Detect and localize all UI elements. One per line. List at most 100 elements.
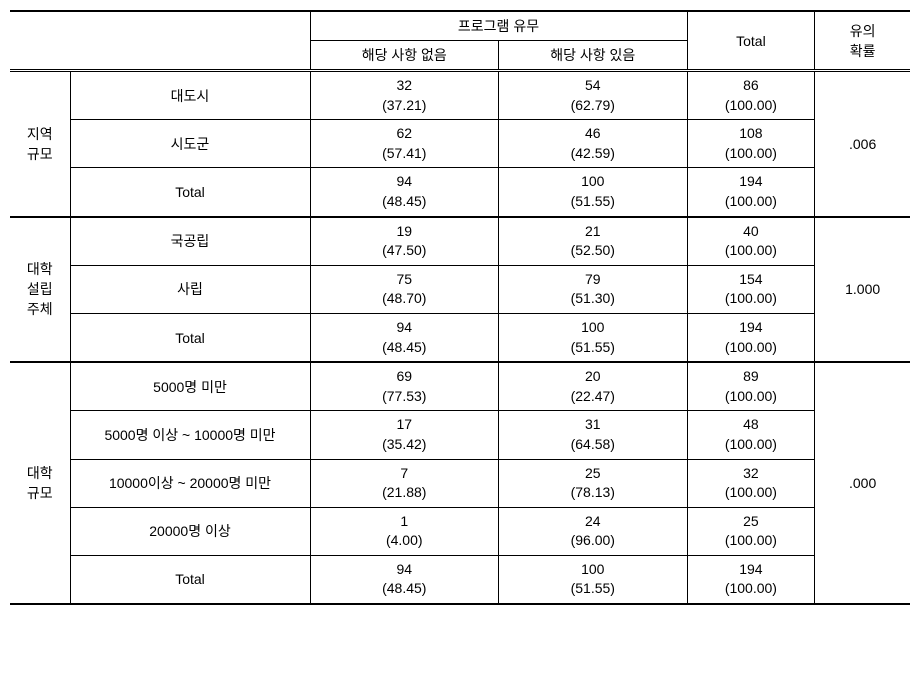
- cell-n: 94: [396, 173, 412, 189]
- cell-p: (100.00): [725, 532, 777, 548]
- cell: 100 (51.55): [499, 313, 688, 362]
- cell-p: (64.58): [571, 436, 615, 452]
- row-label: 대도시: [70, 71, 310, 120]
- cell: 46 (42.59): [499, 120, 688, 168]
- cell-p: (100.00): [725, 580, 777, 596]
- sig-value: 1.000: [815, 217, 910, 363]
- cell-n: 154: [739, 271, 762, 287]
- header-col-no: 해당 사항 없음: [310, 41, 499, 71]
- cell: 24 (96.00): [499, 507, 688, 555]
- cell: 154 (100.00): [687, 265, 815, 313]
- cell: 54 (62.79): [499, 71, 688, 120]
- cell-p: (42.59): [571, 145, 615, 161]
- cell: 100 (51.55): [499, 555, 688, 604]
- cell: 108 (100.00): [687, 120, 815, 168]
- cell-n: 25: [585, 465, 601, 481]
- cell: 20 (22.47): [499, 362, 688, 411]
- cell-n: 32: [743, 465, 759, 481]
- cell-n: 31: [585, 416, 601, 432]
- row-label: 5000명 이상 ~ 10000명 미만: [70, 411, 310, 459]
- cell-n: 20: [585, 368, 601, 384]
- cell: 75 (48.70): [310, 265, 499, 313]
- cell-p: (48.45): [382, 193, 426, 209]
- cell: 89(100.00): [687, 362, 815, 411]
- cell-n: 100: [581, 173, 604, 189]
- row-label: 10000이상 ~ 20000명 미만: [70, 459, 310, 507]
- cell-n: 194: [739, 319, 762, 335]
- cell-n: 100: [581, 319, 604, 335]
- cell-p: (77.53): [382, 388, 426, 404]
- cell-p: (57.41): [382, 145, 426, 161]
- cell-p: (100.00): [725, 145, 777, 161]
- cell-p: (51.55): [571, 339, 615, 355]
- cell: 48(100.00): [687, 411, 815, 459]
- row-label: 사립: [70, 265, 310, 313]
- cell-n: 108: [739, 125, 762, 141]
- cell-n: 7: [400, 465, 408, 481]
- cell-p: (48.70): [382, 290, 426, 306]
- cell: 194(100.00): [687, 555, 815, 604]
- cell-p: (4.00): [386, 532, 423, 548]
- cell: 1 (4.00): [310, 507, 499, 555]
- group-label: 대학 규모: [10, 362, 70, 604]
- cell-n: 54: [585, 77, 601, 93]
- cell: 17(35.42): [310, 411, 499, 459]
- cell: 25 (100.00): [687, 507, 815, 555]
- cell-p: (100.00): [725, 97, 777, 113]
- cell-p: (51.55): [571, 580, 615, 596]
- header-col-yes: 해당 사항 있음: [499, 41, 688, 71]
- cell-p: (62.79): [571, 97, 615, 113]
- cell: 94 (48.45): [310, 313, 499, 362]
- cell-n: 32: [396, 77, 412, 93]
- cell: 94 (48.45): [310, 555, 499, 604]
- row-label: Total: [70, 313, 310, 362]
- cell-n: 79: [585, 271, 601, 287]
- cell-p: (22.47): [571, 388, 615, 404]
- cell-p: (48.45): [382, 339, 426, 355]
- cell-n: 62: [396, 125, 412, 141]
- cell-p: (51.30): [571, 290, 615, 306]
- cell-n: 1: [400, 513, 408, 529]
- cell: 32(100.00): [687, 459, 815, 507]
- header-significance: 유의 확률: [815, 11, 910, 71]
- cell: 79 (51.30): [499, 265, 688, 313]
- cell-p: (100.00): [725, 242, 777, 258]
- cell-p: (37.21): [382, 97, 426, 113]
- cell-n: 24: [585, 513, 601, 529]
- cell: 194 (100.00): [687, 313, 815, 362]
- cell-n: 48: [743, 416, 759, 432]
- row-label: Total: [70, 555, 310, 604]
- cell: 194 (100.00): [687, 168, 815, 217]
- cell-n: 69: [396, 368, 412, 384]
- cell-p: (100.00): [725, 193, 777, 209]
- group-label: 지역 규모: [10, 71, 70, 217]
- cell-n: 25: [743, 513, 759, 529]
- cell: 32 (37.21): [310, 71, 499, 120]
- cell-n: 46: [585, 125, 601, 141]
- cell-n: 100: [581, 561, 604, 577]
- cell: 100(51.55): [499, 168, 688, 217]
- cell-p: (48.45): [382, 580, 426, 596]
- cell-p: (96.00): [571, 532, 615, 548]
- sig-value: .006: [815, 71, 910, 217]
- group-label: 대학 설립 주체: [10, 217, 70, 363]
- row-label: 5000명 미만: [70, 362, 310, 411]
- cell-n: 194: [739, 173, 762, 189]
- cell-n: 94: [396, 319, 412, 335]
- cell-p: (100.00): [725, 339, 777, 355]
- cell-p: (35.42): [382, 436, 426, 452]
- row-label: 시도군: [70, 120, 310, 168]
- cell: 19(47.50): [310, 217, 499, 266]
- header-blank: [10, 11, 310, 71]
- cell: 69 (77.53): [310, 362, 499, 411]
- cell-p: (100.00): [725, 290, 777, 306]
- cell-n: 75: [396, 271, 412, 287]
- cell-n: 94: [396, 561, 412, 577]
- cell: 7(21.88): [310, 459, 499, 507]
- cell-n: 40: [743, 223, 759, 239]
- cell: 21(52.50): [499, 217, 688, 266]
- row-label: 20000명 이상: [70, 507, 310, 555]
- cell-p: (47.50): [382, 242, 426, 258]
- cell-n: 89: [743, 368, 759, 384]
- data-table: 프로그램 유무 Total 유의 확률 해당 사항 없음 해당 사항 있음 지역…: [10, 10, 910, 605]
